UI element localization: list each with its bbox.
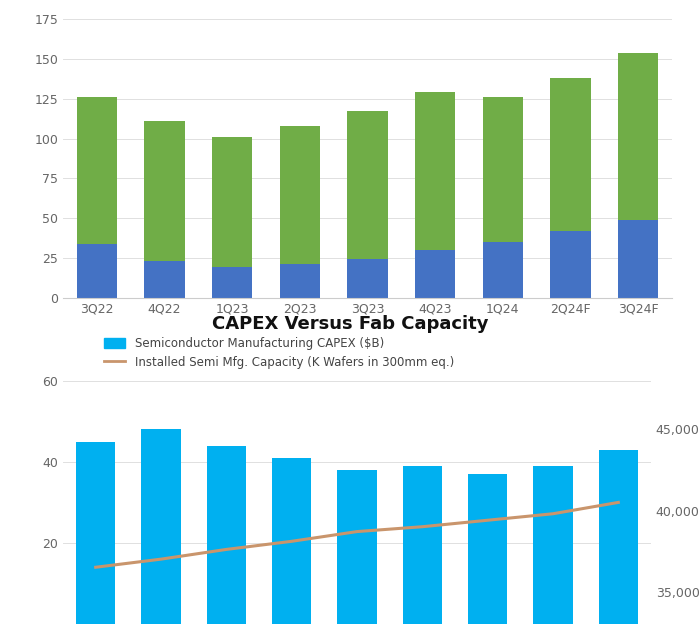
Bar	[76, 442, 116, 624]
Bar	[347, 111, 388, 259]
Bar	[618, 52, 659, 220]
Bar	[212, 268, 253, 298]
Bar	[212, 137, 253, 268]
Text: CAPEX Versus Fab Capacity: CAPEX Versus Fab Capacity	[211, 315, 489, 333]
Bar	[550, 231, 591, 298]
Bar	[468, 474, 508, 624]
Bar	[598, 450, 638, 624]
Bar	[402, 466, 442, 624]
Bar	[141, 429, 181, 624]
Bar	[337, 470, 377, 624]
Bar	[76, 97, 117, 243]
Bar	[144, 121, 185, 261]
Bar	[206, 445, 246, 624]
Bar	[415, 250, 456, 298]
Bar	[144, 261, 185, 298]
Bar	[76, 243, 117, 298]
Bar	[347, 259, 388, 298]
Legend: Semiconductor Manufacturing CAPEX ($B), Installed Semi Mfg. Capacity (K Wafers i: Semiconductor Manufacturing CAPEX ($B), …	[99, 332, 458, 374]
Bar	[618, 220, 659, 298]
Bar	[415, 92, 456, 250]
Bar	[279, 264, 320, 298]
Bar	[533, 466, 573, 624]
Bar	[272, 458, 312, 624]
Bar	[482, 242, 523, 298]
Bar	[482, 97, 523, 242]
Bar	[279, 126, 320, 264]
Bar	[550, 78, 591, 231]
